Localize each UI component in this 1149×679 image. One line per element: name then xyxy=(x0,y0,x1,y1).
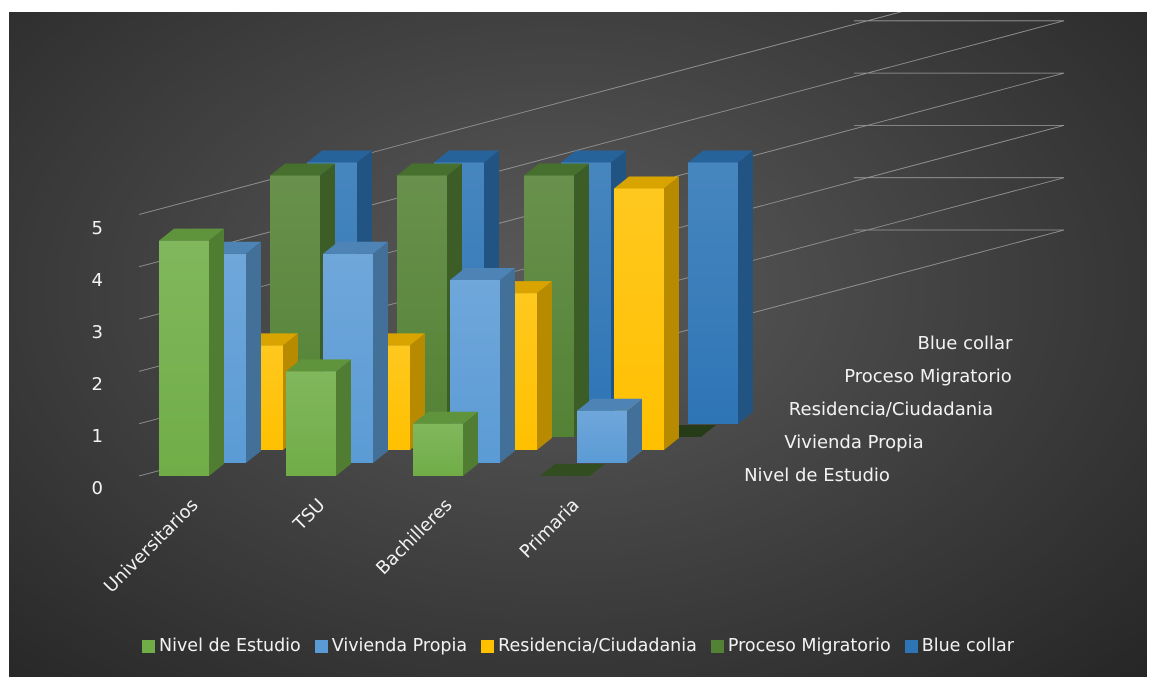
legend-swatch xyxy=(142,639,155,653)
bar-top xyxy=(614,176,679,189)
legend-item: Nivel de Estudio xyxy=(142,636,301,656)
bar-top xyxy=(434,150,499,163)
legend-item: Proceso Migratorio xyxy=(710,636,891,656)
bar-top xyxy=(561,150,626,163)
bar-front xyxy=(413,423,463,476)
bar-top xyxy=(524,163,589,176)
legend-label: Residencia/Ciudadania xyxy=(498,636,697,656)
legend-item: Residencia/Ciudadania xyxy=(481,636,697,656)
y-tick-label: 3 xyxy=(92,322,103,343)
bar-top xyxy=(577,398,642,411)
category-label: Bachilleres xyxy=(372,495,456,579)
legend-label: Vivienda Propia xyxy=(331,636,468,656)
legend-label: Proceso Migratorio xyxy=(727,636,891,656)
bar xyxy=(323,241,388,463)
bar xyxy=(688,150,753,424)
bar-side xyxy=(574,163,589,437)
bar-side xyxy=(500,267,515,463)
bars xyxy=(159,150,753,476)
bar xyxy=(540,464,605,476)
series-axis-label: Residencia/Ciudadania xyxy=(789,399,993,420)
y-axis: 0 1 2 3 4 5 xyxy=(92,218,103,499)
depth-axis: Nivel de Estudio Vivienda Propia Residenci… xyxy=(744,333,1013,486)
bar-side xyxy=(336,359,351,476)
bar-top xyxy=(450,267,515,280)
bar-top xyxy=(307,150,372,163)
x-axis: Universitarios TSU Bachilleres Primaria xyxy=(100,495,584,598)
bar-side xyxy=(537,281,552,450)
bar-side xyxy=(209,228,224,476)
bar xyxy=(159,228,224,476)
legend-item: Blue collar xyxy=(904,636,1014,656)
legend-swatch xyxy=(481,639,495,653)
legend-label: Nivel de Estudio xyxy=(159,636,301,656)
series-axis-label: Vivienda Propia xyxy=(784,432,923,453)
y-tick-label: 1 xyxy=(92,426,103,447)
bar-side xyxy=(246,241,261,463)
legend: Nivel de Estudio Vivienda Propia Residenci… xyxy=(9,636,1147,656)
series-axis-label: Blue collar xyxy=(918,333,1013,354)
bar-top xyxy=(413,411,478,424)
y-tick-label: 2 xyxy=(92,374,103,395)
bar-top xyxy=(688,150,753,163)
bar-front xyxy=(159,240,209,476)
bar-top xyxy=(159,228,224,241)
legend-label: Blue collar xyxy=(921,636,1014,656)
category-label: Universitarios xyxy=(100,495,203,598)
bar-side xyxy=(664,176,679,450)
y-tick-label: 0 xyxy=(92,478,103,499)
bar-top xyxy=(540,464,605,476)
legend-swatch xyxy=(710,639,724,653)
bar xyxy=(286,359,351,476)
bar-side xyxy=(738,150,753,424)
bar xyxy=(413,411,478,476)
bar-top xyxy=(286,359,351,372)
legend-item: Vivienda Propia xyxy=(314,636,468,656)
chart-area: 0 1 2 3 4 5 Universitarios TSU Bachilleres Primar… xyxy=(9,12,1147,677)
series-axis-label: Nivel de Estudio xyxy=(744,465,890,486)
bar-front xyxy=(688,162,738,424)
bar-side xyxy=(627,398,642,463)
bar xyxy=(577,398,642,463)
y-tick-label: 5 xyxy=(92,218,103,239)
bar-top xyxy=(397,163,462,176)
legend-swatch xyxy=(904,639,918,653)
bar-side xyxy=(373,241,388,463)
bar-side xyxy=(463,411,478,476)
plot-area: 0 1 2 3 4 5 Universitarios TSU Bachilleres Primar… xyxy=(92,12,1065,598)
bar-top xyxy=(270,163,335,176)
bar-top xyxy=(323,241,388,254)
legend-swatch xyxy=(314,639,328,653)
category-label: TSU xyxy=(289,495,330,536)
bar-front xyxy=(286,371,336,476)
bar-front xyxy=(577,410,627,463)
category-label: Primaria xyxy=(516,495,584,563)
series-axis-label: Proceso Migratorio xyxy=(844,366,1012,387)
y-tick-label: 4 xyxy=(92,270,103,291)
